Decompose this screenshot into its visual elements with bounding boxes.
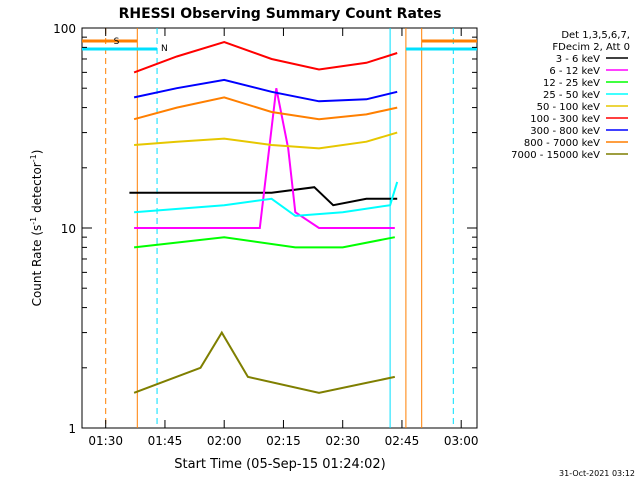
legend-entry-label: 100 - 300 keV — [530, 114, 600, 125]
series-line — [133, 78, 398, 103]
series-line — [129, 186, 398, 207]
legend-entry-label: 50 - 100 keV — [537, 102, 601, 113]
legend-header-line: Det 1,3,5,6,7, — [561, 30, 630, 41]
x-tick-label: 01:30 — [88, 434, 123, 448]
y-axis-label-main: Count Rate (s — [30, 225, 44, 307]
x-tick-label: 03:00 — [444, 434, 479, 448]
y-tick-label: 10 — [61, 222, 76, 236]
legend-entry-label: 7000 - 15000 keV — [511, 150, 600, 161]
x-tick-label: 02:00 — [207, 434, 242, 448]
saa-marker-label: S — [114, 37, 120, 47]
series-line — [133, 236, 395, 249]
series-line — [134, 181, 399, 217]
y-tick-label: 1 — [68, 422, 76, 436]
y-axis-label-sup2: -1 — [29, 154, 38, 162]
legend-entry-label: 3 - 6 keV — [556, 54, 600, 65]
y-axis-label: Count Rate (s-1 detector-1) — [29, 150, 44, 307]
legend-entry-label: 6 - 12 keV — [549, 66, 600, 77]
legend-entry-label: 25 - 50 keV — [543, 90, 600, 101]
series-line — [134, 88, 395, 229]
chart-title: RHESSI Observing Summary Count Rates — [119, 6, 442, 22]
x-axis-label: Start Time (05-Sep-15 01:24:02) — [174, 457, 385, 472]
series-line — [133, 96, 398, 121]
legend-entry-label: 12 - 25 keV — [543, 78, 600, 89]
legend-header-line: FDecim 2, Att 0 — [552, 42, 630, 53]
y-axis-label-mid: detector — [30, 162, 44, 217]
y-axis-label-sup1: -1 — [29, 217, 38, 225]
x-tick-label: 02:45 — [385, 434, 420, 448]
x-tick-label: 01:45 — [148, 434, 183, 448]
x-tick-label: 02:15 — [266, 434, 301, 448]
footer-date: 31-Oct-2021 03:12 — [559, 469, 635, 478]
x-axis-ticks: 01:30 01:45 02:00 02:15 02:30 02:45 03:00 — [88, 28, 478, 448]
night-marker-label: N — [161, 44, 168, 54]
legend-entry-label: 800 - 7000 keV — [524, 138, 600, 149]
legend: Det 1,3,5,6,7,FDecim 2, Att 03 - 6 keV6 … — [511, 30, 630, 161]
plot-area: SN — [81, 27, 478, 429]
y-axis-label-end: ) — [30, 150, 44, 155]
series-line — [133, 330, 396, 394]
y-tick-label: 100 — [53, 22, 76, 36]
series-line — [133, 41, 398, 74]
legend-entry-label: 300 - 800 keV — [530, 126, 600, 137]
series-line — [134, 131, 398, 150]
y-axis-ticks: 1 10 100 — [53, 22, 477, 436]
x-tick-label: 02:30 — [325, 434, 360, 448]
